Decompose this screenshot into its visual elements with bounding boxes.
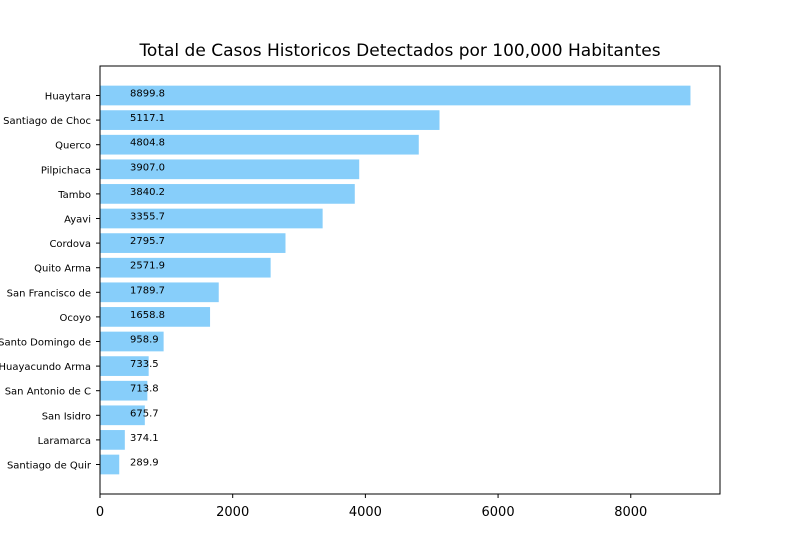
data-label: 3907.0 [130, 162, 165, 173]
y-tick-label: Huaytara [45, 92, 91, 103]
data-labels: 8899.8 5117.1 4804.8 3907.0 3840.2 3355.7 2795… [130, 89, 165, 469]
bar [100, 257, 271, 278]
bar [100, 110, 440, 130]
data-label: 713.8 [130, 384, 159, 395]
bar [100, 380, 148, 401]
data-label: 1658.8 [130, 310, 165, 321]
data-label: 1789.7 [130, 285, 165, 296]
bar [100, 430, 125, 450]
data-label: 2795.7 [130, 236, 165, 247]
bar [100, 134, 419, 155]
data-label: 374.1 [130, 433, 159, 444]
data-label: 675.7 [130, 408, 159, 419]
bar [100, 184, 355, 204]
x-axis-ticks: 0 2000 4000 6000 8000 [96, 494, 647, 520]
data-label: 2571.9 [130, 261, 165, 272]
y-tick-label: Huayacundo Arma [0, 362, 91, 373]
y-tick-labels: Huaytara Santiago de Choc Querco Pilpichaca… [0, 92, 100, 472]
x-tick-label: 6000 [482, 505, 515, 520]
bars-group [100, 85, 691, 475]
y-tick-label: Cordova [49, 239, 91, 250]
x-tick-label: 4000 [349, 505, 382, 520]
y-tick-label: Quito Arma [34, 264, 91, 275]
y-tick-label: Ocoyo [59, 313, 91, 324]
y-tick-label: Santo Domingo de [0, 338, 91, 349]
y-tick-label: Ayavi [64, 215, 91, 226]
bar [100, 233, 286, 253]
bar [100, 331, 164, 352]
data-label: 4804.8 [130, 138, 165, 149]
bar [100, 282, 219, 303]
bar [100, 85, 691, 106]
bar [100, 356, 149, 376]
data-label: 733.5 [130, 359, 159, 370]
data-label: 289.9 [130, 458, 159, 469]
y-tick-label: San Antonio de C [5, 387, 91, 398]
x-tick-label: 8000 [614, 505, 647, 520]
y-tick-label: Tambo [57, 190, 91, 201]
data-label: 5117.1 [130, 113, 165, 124]
bar [100, 307, 211, 327]
data-label: 3355.7 [130, 212, 165, 223]
y-tick-label: Santiago de Choc [3, 116, 91, 127]
data-label: 958.9 [130, 335, 159, 346]
plot-area-frame [99, 65, 721, 495]
y-tick-label: Querco [55, 141, 91, 152]
data-label: 3840.2 [130, 187, 165, 198]
x-tick-label: 0 [96, 505, 104, 520]
bar [100, 454, 120, 475]
x-tick-label: 2000 [216, 505, 249, 520]
y-tick-label: Pilpichaca [41, 165, 91, 176]
chart-title: Total de Casos Historicos Detectados por… [138, 41, 660, 61]
bar [100, 159, 360, 180]
bar [100, 208, 323, 229]
y-tick-label: San Isidro [42, 411, 91, 422]
y-tick-label: San Francisco de [7, 288, 91, 299]
bar [100, 405, 145, 426]
y-tick-label: Santiago de Quir [7, 461, 92, 472]
data-label: 8899.8 [130, 89, 165, 100]
y-tick-label: Laramarca [38, 436, 91, 447]
